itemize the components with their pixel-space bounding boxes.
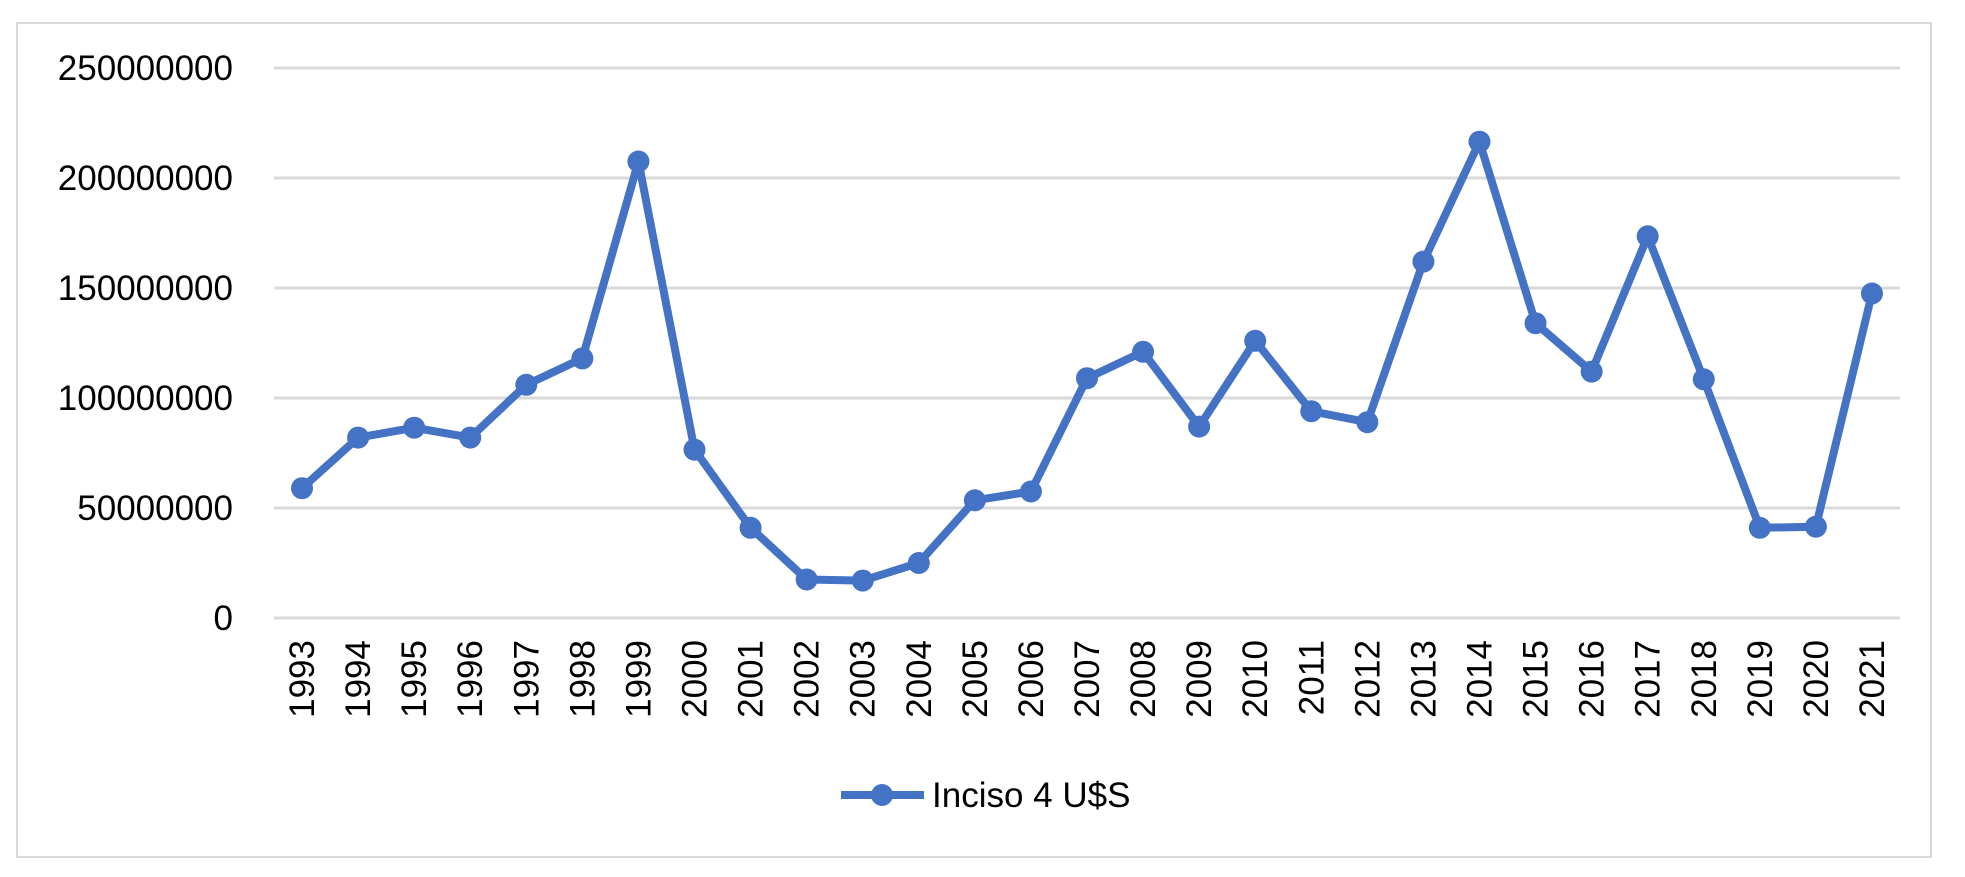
data-point-2002 — [795, 568, 818, 591]
data-point-2010 — [1244, 329, 1267, 352]
y-tick-label: 100000000 — [58, 379, 233, 418]
x-tick-label: 2012 — [1348, 640, 1387, 718]
data-point-1995 — [403, 416, 426, 439]
x-tick-label: 1998 — [563, 640, 602, 718]
x-tick-label: 2016 — [1573, 640, 1612, 718]
data-point-2013 — [1412, 250, 1435, 273]
x-tick-label: 1995 — [395, 640, 434, 718]
x-tick-label: 2007 — [1068, 640, 1107, 718]
x-tick-label: 2008 — [1124, 640, 1163, 718]
data-point-2020 — [1804, 515, 1827, 538]
data-point-2017 — [1636, 225, 1659, 248]
x-tick-label: 2010 — [1236, 640, 1275, 718]
data-point-2012 — [1356, 411, 1379, 434]
data-point-2000 — [683, 438, 706, 461]
x-tick-label: 2015 — [1517, 640, 1556, 718]
data-point-2007 — [1076, 367, 1098, 390]
data-point-2006 — [1019, 480, 1042, 503]
data-point-2009 — [1188, 415, 1211, 438]
x-tick-label: 2014 — [1460, 640, 1499, 718]
data-point-2004 — [907, 552, 930, 574]
data-point-1993 — [291, 477, 314, 500]
x-tick-label: 2013 — [1404, 640, 1443, 718]
chart-frame — [16, 22, 1932, 858]
y-tick-label: 150000000 — [58, 269, 233, 308]
gridlines — [274, 66, 1900, 620]
x-tick-label: 1994 — [339, 640, 378, 718]
data-point-2005 — [963, 489, 986, 512]
y-tick-label: 0 — [214, 599, 233, 638]
x-tick-label: 1999 — [619, 640, 658, 718]
x-tick-label: 2001 — [732, 640, 771, 718]
data-point-1994 — [347, 426, 370, 449]
x-tick-label: 2000 — [676, 640, 715, 718]
data-point-2016 — [1580, 360, 1603, 383]
legend-label: Inciso 4 U$S — [932, 776, 1130, 815]
x-tick-label: 2004 — [900, 640, 939, 718]
series-layer — [291, 130, 1883, 592]
data-point-2021 — [1860, 282, 1883, 305]
x-tick-label: 1993 — [283, 640, 322, 718]
y-tick-label: 200000000 — [58, 159, 233, 198]
data-point-1996 — [459, 426, 482, 449]
y-tick-label: 250000000 — [58, 49, 233, 88]
x-tick-label: 2002 — [788, 640, 827, 718]
data-point-1997 — [515, 373, 538, 396]
x-tick-label: 2006 — [1012, 640, 1051, 718]
x-tick-label: 2003 — [844, 640, 883, 718]
data-point-2008 — [1132, 340, 1155, 363]
x-tick-label: 2009 — [1180, 640, 1219, 718]
x-tick-label: 1996 — [451, 640, 490, 718]
x-tick-label: 1997 — [507, 640, 546, 718]
data-point-1999 — [627, 150, 650, 173]
data-point-2011 — [1300, 400, 1323, 423]
x-tick-label: 2011 — [1292, 640, 1331, 715]
data-point-2001 — [739, 516, 762, 539]
data-point-2003 — [851, 569, 874, 592]
data-point-2019 — [1748, 516, 1771, 539]
y-tick-label: 50000000 — [77, 489, 233, 528]
x-tick-label: 2020 — [1797, 640, 1836, 718]
legend: Inciso 4 U$S — [841, 776, 1130, 815]
data-point-1998 — [571, 347, 594, 370]
x-tick-label: 2018 — [1685, 640, 1724, 718]
x-tick-label: 2021 — [1853, 640, 1892, 718]
legend-marker-swatch — [871, 784, 893, 806]
x-tick-label: 2017 — [1629, 640, 1668, 718]
data-point-2018 — [1692, 368, 1715, 391]
data-point-2014 — [1468, 130, 1491, 153]
data-point-2015 — [1524, 312, 1547, 335]
x-tick-label: 2019 — [1741, 640, 1780, 718]
y-axis-tick-labels: 0 50000000 100000000 150000000 200000000 2500… — [58, 49, 233, 638]
series-line — [299, 137, 1876, 585]
x-tick-label: 2005 — [956, 640, 995, 718]
x-axis-tick-labels: 1993 1994 1995 1996 1997 1998 1999 2000 2001 2002… — [283, 640, 1892, 718]
